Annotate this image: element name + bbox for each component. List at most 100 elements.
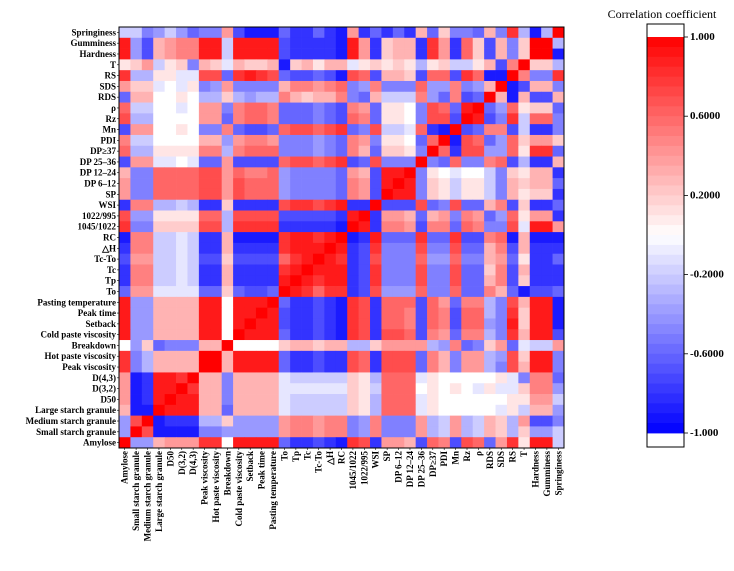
colorbar-tick-label: -0.6000: [690, 348, 724, 360]
heatmap-cell: [324, 27, 337, 39]
heatmap-cell: [541, 426, 553, 438]
heatmap-cell: [301, 134, 314, 147]
heatmap-cell: [552, 372, 565, 384]
heatmap-cell: [404, 242, 417, 255]
heatmap-cell: [358, 394, 371, 406]
heatmap-cell: [290, 37, 302, 49]
heatmap-cell: [529, 178, 542, 190]
heatmap-cell: [506, 37, 519, 49]
heatmap-cell: [153, 318, 165, 330]
heatmap-cell: [449, 372, 462, 384]
heatmap-cell: [449, 340, 462, 352]
heatmap-cell: [415, 350, 428, 362]
heatmap-cell: [198, 415, 211, 427]
heatmap-cell: [495, 178, 508, 190]
heatmap-cell: [244, 232, 257, 244]
heatmap-cell: [404, 210, 417, 222]
heatmap-cell: [392, 264, 405, 276]
heatmap-cell: [335, 437, 348, 449]
heatmap-cell: [198, 156, 211, 168]
heatmap-cell: [392, 253, 405, 265]
heatmap-cell: [347, 91, 359, 103]
heatmap-cell: [210, 437, 223, 449]
heatmap-cell: [312, 253, 325, 265]
colorbar-step: [647, 373, 684, 384]
heatmap-cell: [164, 394, 177, 406]
heatmap-cell: [518, 232, 531, 244]
heatmap-cell: [301, 27, 314, 39]
heatmap-cell: [381, 383, 394, 395]
heatmap-cell: [461, 394, 474, 406]
heatmap-cell: [404, 199, 417, 211]
heatmap-cell: [244, 221, 257, 233]
heatmap-cell: [290, 437, 302, 449]
heatmap-cell: [518, 59, 531, 71]
colorbar-step: [647, 106, 684, 117]
heatmap-cell: [244, 394, 257, 406]
heatmap-cell: [392, 318, 405, 330]
heatmap-cell: [381, 221, 394, 233]
heatmap-cell: [449, 124, 462, 136]
heatmap-cell: [198, 124, 211, 136]
heatmap-cell: [221, 210, 234, 222]
heatmap-cell: [552, 80, 565, 93]
heatmap-cell: [358, 188, 371, 201]
heatmap-cell: [484, 361, 496, 373]
heatmap-cell: [119, 242, 131, 255]
heatmap-cell: [541, 253, 553, 265]
heatmap-cell: [449, 232, 462, 244]
heatmap-cell: [472, 70, 485, 82]
heatmap-cell: [187, 124, 200, 136]
heatmap-cell: [552, 340, 565, 352]
heatmap-cell: [392, 394, 405, 406]
heatmap-cell: [506, 199, 519, 211]
heatmap-cell: [255, 318, 268, 330]
heatmap-cell: [153, 437, 165, 449]
heatmap-cell: [392, 48, 405, 60]
heatmap-cell: [370, 340, 382, 352]
row-label: Amylose: [83, 438, 116, 448]
heatmap-cell: [290, 264, 302, 276]
heatmap-cell: [187, 102, 200, 114]
heatmap-cell: [484, 242, 496, 255]
heatmap-cell: [484, 145, 496, 157]
heatmap-cell: [255, 113, 268, 125]
heatmap-cell: [518, 372, 531, 384]
heatmap-cell: [233, 27, 245, 39]
heatmap-cell: [347, 113, 359, 125]
heatmap-cell: [495, 361, 508, 373]
heatmap-cell: [438, 437, 451, 449]
heatmap-cell: [164, 307, 177, 319]
heatmap-cell: [495, 134, 508, 147]
heatmap-cell: [255, 70, 268, 82]
heatmap-cell: [552, 199, 565, 211]
heatmap-cell: [267, 188, 280, 201]
heatmap-cell: [176, 210, 188, 222]
heatmap-cell: [495, 59, 508, 71]
heatmap-cell: [404, 48, 417, 60]
heatmap-cell: [153, 340, 165, 352]
heatmap-cell: [506, 221, 519, 233]
heatmap-cell: [381, 318, 394, 330]
heatmap-cell: [153, 91, 165, 103]
heatmap-cell: [370, 264, 382, 276]
heatmap-cell: [347, 340, 359, 352]
heatmap-cell: [164, 221, 177, 233]
heatmap-cell: [233, 404, 245, 416]
heatmap-cell: [370, 102, 382, 114]
heatmap-cell: [472, 437, 485, 449]
heatmap-cell: [541, 286, 553, 298]
heatmap-cell: [495, 124, 508, 136]
heatmap-cell: [130, 372, 143, 384]
heatmap-cell: [404, 80, 417, 93]
heatmap-cell: [506, 318, 519, 330]
heatmap-cell: [335, 372, 348, 384]
heatmap-cell: [370, 91, 382, 103]
heatmap-cell: [552, 91, 565, 103]
heatmap-cell: [541, 27, 553, 39]
row-label: Peak viscosity: [62, 362, 116, 372]
heatmap-cell: [278, 437, 291, 449]
heatmap-cell: [347, 296, 359, 309]
heatmap-cell: [438, 113, 451, 125]
heatmap-cell: [221, 264, 234, 276]
